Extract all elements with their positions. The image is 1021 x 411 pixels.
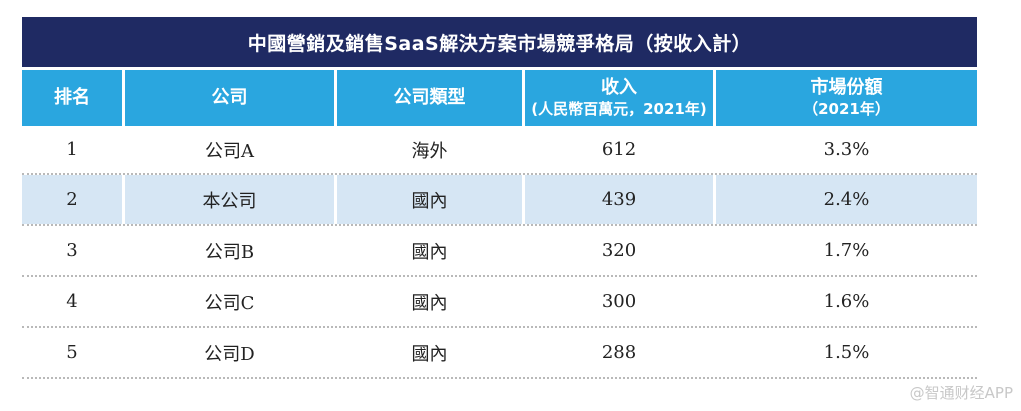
cell-company-type: 國內 [411, 343, 448, 365]
header-market-share-label: 市場份額 [810, 77, 883, 98]
header-rank: 排名 [22, 70, 122, 126]
cell-company: 公司B [204, 241, 255, 263]
cell-company: 公司C [204, 292, 255, 314]
cell-rank: 4 [66, 291, 78, 312]
cell-revenue: 439 [525, 175, 713, 224]
table-row: 1 公司A 海外 612 3.3% [22, 126, 977, 175]
cell-revenue: 300 [601, 291, 637, 312]
table-row: 2 本公司 國內 439 2.4% [22, 175, 977, 226]
cell-company: 公司D [204, 343, 255, 365]
table-row: 3 公司B 國內 320 1.7% [22, 226, 977, 277]
header-market-share-year: （2021年） [803, 100, 890, 118]
header-revenue: 收入 (人民幣百萬元，2021年) [525, 70, 713, 126]
cell-rank: 3 [66, 240, 78, 261]
header-rank-label: 排名 [54, 87, 90, 108]
cell-company: 公司A [205, 140, 254, 162]
cell-rank: 1 [66, 139, 78, 160]
cell-company-type: 國內 [411, 241, 448, 263]
header-company-type-label: 公司類型 [393, 87, 466, 108]
header-revenue-label: 收入 [601, 77, 637, 98]
cell-revenue: 612 [601, 139, 637, 160]
header-revenue-unit: (人民幣百萬元，2021年) [531, 100, 707, 118]
table-row: 4 公司C 國內 300 1.6% [22, 277, 977, 328]
cell-company: 本公司 [125, 175, 334, 224]
cell-company-type: 國內 [411, 292, 448, 314]
header-market-share: 市場份額 （2021年） [716, 70, 977, 126]
header-company-label: 公司 [211, 87, 248, 108]
cell-revenue: 288 [601, 342, 637, 363]
table-header-row: 排名 公司 公司類型 收入 (人民幣百萬元，2021年) 市場份額 （2021年… [22, 70, 977, 126]
cell-market-share: 3.3% [823, 139, 870, 160]
watermark-text: @智通财经APP [909, 384, 1013, 402]
cell-market-share: 1.7% [823, 240, 870, 261]
table-row: 5 公司D 國內 288 1.5% [22, 328, 977, 379]
table-title: 中國營銷及銷售SaaS解決方案市場競爭格局（按收入計） [22, 17, 977, 67]
cell-revenue: 320 [601, 240, 637, 261]
cell-market-share: 1.5% [823, 342, 870, 363]
cell-rank: 5 [66, 342, 78, 363]
header-company: 公司 [125, 70, 334, 126]
market-share-table: 中國營銷及銷售SaaS解決方案市場競爭格局（按收入計） 排名 公司 公司類型 收… [22, 17, 977, 379]
cell-company-type: 海外 [411, 140, 448, 162]
cell-market-share: 1.6% [823, 291, 870, 312]
cell-company-type: 國內 [337, 175, 522, 224]
cell-rank: 2 [22, 175, 122, 224]
cell-market-share: 2.4% [716, 175, 977, 224]
header-company-type: 公司類型 [337, 70, 522, 126]
